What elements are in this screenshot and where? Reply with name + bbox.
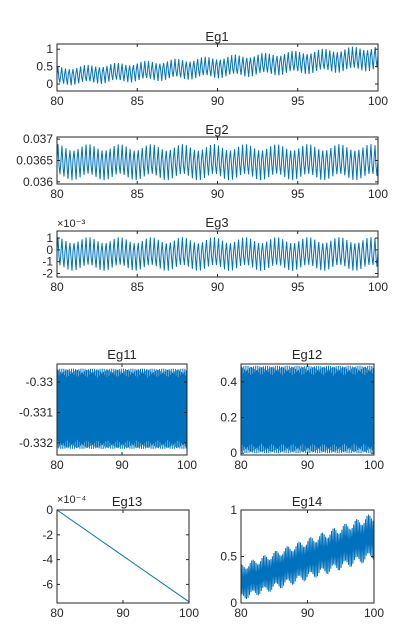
x-tick-label: 100	[364, 458, 384, 472]
panel-eg11: Eg11 80 90 100 -0.33 -0.331 -0.332	[19, 347, 197, 472]
panel-title: Eg11	[107, 347, 136, 362]
y-tick-label: -2	[42, 266, 53, 280]
series-line	[56, 46, 379, 86]
y-tick-label: 0.0365	[16, 154, 53, 168]
panel-eg1: Eg1 80 85 90 95 100 0 0.5 1	[36, 29, 388, 108]
x-tick-label: 100	[368, 94, 388, 108]
panel-eg13: ×10⁻⁴ Eg13 80 90 100 0 -2 -4 -6	[42, 494, 199, 620]
x-tick-label: 90	[211, 187, 225, 201]
x-tick-label: 80	[50, 280, 64, 294]
y-tick-label: -6	[42, 577, 53, 591]
x-tick-label: 100	[364, 606, 384, 620]
y-tick-label: -0.332	[19, 436, 53, 450]
y-tick-label: -0.33	[26, 375, 54, 389]
y-tick-label: -2	[42, 528, 53, 542]
y-tick-label: 0	[230, 596, 237, 610]
y-tick-label: 0.5	[220, 550, 237, 564]
x-tick-label: 80	[50, 187, 64, 201]
exponent-label: ×10⁻³	[57, 218, 85, 230]
x-tick-label: 95	[291, 94, 305, 108]
x-tick-label: 85	[131, 187, 145, 201]
x-tick-label: 90	[116, 606, 130, 620]
x-tick-label: 85	[131, 94, 145, 108]
x-tick-label: 100	[368, 187, 388, 201]
x-tick-label: 90	[211, 280, 225, 294]
x-tick-label: 90	[115, 458, 129, 472]
y-tick-label: 0	[46, 77, 53, 91]
series-line	[56, 368, 188, 449]
series-line	[56, 237, 379, 271]
series-line	[240, 514, 375, 600]
y-tick-label: 1	[230, 503, 237, 517]
panel-title: Eg12	[292, 347, 322, 362]
y-tick-label: 0	[46, 503, 53, 517]
y-tick-label: -1	[42, 255, 53, 269]
y-tick-label: -4	[42, 553, 53, 567]
panel-eg12: Eg12 80 90 100 0 0.2 0.4	[220, 347, 384, 472]
panel-title: Eg2	[205, 122, 228, 137]
exponent-label: ×10⁻⁴	[57, 494, 86, 506]
x-tick-label: 100	[177, 458, 197, 472]
y-tick-label: 0.5	[36, 60, 53, 74]
panel-title: Eg3	[205, 215, 228, 230]
y-tick-label: 0.2	[220, 411, 237, 425]
y-tick-label: -0.331	[19, 406, 53, 420]
x-tick-label: 80	[234, 458, 248, 472]
y-tick-label: 0.037	[23, 132, 53, 146]
series-line	[56, 144, 379, 181]
x-tick-label: 100	[179, 606, 199, 620]
y-tick-label: 0	[46, 243, 53, 257]
x-tick-label: 80	[234, 606, 248, 620]
series-line	[240, 365, 375, 454]
panel-eg14: Eg14 80 90 100 0 0.5 1	[220, 494, 384, 620]
x-tick-label: 80	[50, 458, 64, 472]
x-tick-label: 80	[50, 606, 64, 620]
x-tick-label: 100	[368, 280, 388, 294]
panel-title: Eg13	[112, 494, 142, 509]
series-line	[56, 509, 190, 603]
x-tick-label: 95	[291, 187, 305, 201]
x-tick-label: 85	[131, 280, 145, 294]
panel-title: Eg1	[205, 29, 228, 44]
y-tick-label: 0.4	[220, 375, 237, 389]
x-tick-label: 95	[291, 280, 305, 294]
y-tick-label: 0	[230, 446, 237, 460]
x-tick-label: 90	[211, 94, 225, 108]
panel-eg3: ×10⁻³ Eg3 80 85 90 95 100 -2-101	[42, 215, 388, 294]
panel-eg2: Eg2 80 85 90 95 100 0.036 0.0365 0.037	[16, 122, 388, 201]
y-tick-label: 0.036	[23, 175, 53, 189]
x-tick-label: 90	[301, 458, 315, 472]
y-tick-label: 1	[46, 231, 53, 245]
panel-title: Eg14	[292, 494, 322, 509]
y-tick-label: 1	[46, 42, 53, 56]
x-tick-label: 90	[301, 606, 315, 620]
x-tick-label: 80	[50, 94, 64, 108]
